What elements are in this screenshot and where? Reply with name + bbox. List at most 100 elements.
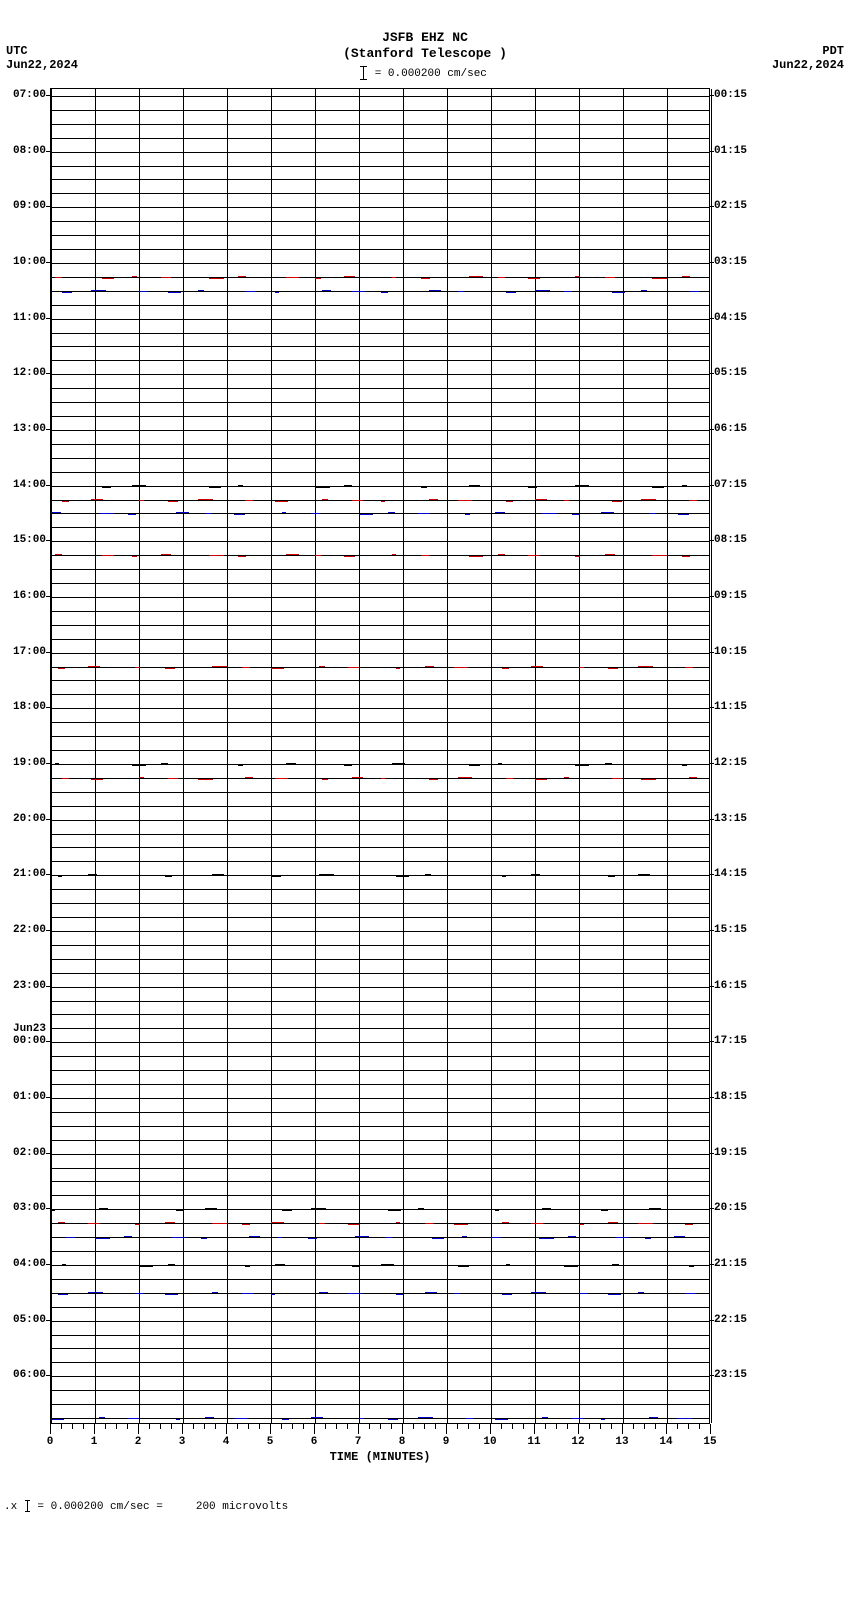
seismic-signal [682, 765, 687, 766]
trace-baseline [51, 472, 709, 473]
seismic-signal [275, 292, 279, 293]
x-tick-label: 15 [703, 1436, 716, 1448]
trace-baseline [51, 778, 709, 779]
left-hour-tick [46, 1097, 50, 1098]
left-timezone-label: UTC [6, 44, 28, 58]
x-tick-minor [259, 1424, 260, 1429]
right-hour-label: 18:15 [714, 1091, 774, 1103]
seismic-signal [165, 876, 172, 877]
trace-baseline [51, 1265, 709, 1266]
station-title: JSFB EHZ NC [0, 30, 850, 45]
trace-baseline [51, 806, 709, 807]
seismic-signal [612, 501, 622, 502]
seismic-signal [201, 1238, 207, 1239]
x-tick-label: 9 [443, 1436, 450, 1448]
right-hour-label: 22:15 [714, 1314, 774, 1326]
trace-baseline [51, 708, 709, 709]
left-hour-tick [46, 819, 50, 820]
trace-baseline [51, 152, 709, 153]
x-tick-minor [556, 1424, 557, 1429]
trace-baseline [51, 555, 709, 556]
x-tick-major [622, 1424, 623, 1434]
seismic-signal [282, 1210, 292, 1211]
seismic-signal [176, 1419, 180, 1420]
trace-baseline [51, 736, 709, 737]
right-hour-label: 04:15 [714, 312, 774, 324]
right-hour-label: 12:15 [714, 757, 774, 769]
trace-baseline [51, 583, 709, 584]
seismic-signal [198, 779, 213, 780]
trace-baseline [51, 1154, 709, 1155]
seismic-signal [165, 1294, 178, 1295]
right-hour-label: 15:15 [714, 924, 774, 936]
x-tick-minor [116, 1424, 117, 1429]
left-hour-label: 04:00 [2, 1258, 46, 1270]
left-hour-label: 05:00 [2, 1314, 46, 1326]
seismic-signal [645, 1238, 651, 1239]
trace-baseline [51, 903, 709, 904]
trace-baseline [51, 680, 709, 681]
left-hour-label: 12:00 [2, 367, 46, 379]
x-tick-minor [611, 1424, 612, 1429]
seismic-signal [168, 501, 178, 502]
x-tick-minor [391, 1424, 392, 1429]
trace-baseline [51, 388, 709, 389]
seismic-signal [128, 514, 136, 515]
left-hour-tick [46, 485, 50, 486]
trace-baseline [51, 444, 709, 445]
trace-baseline [51, 931, 709, 932]
right-hour-label: 07:15 [714, 479, 774, 491]
seismic-signal [58, 668, 65, 669]
station-subtitle: (Stanford Telescope ) [0, 46, 850, 61]
seismic-signal [58, 1294, 68, 1295]
seismic-signal [209, 487, 221, 488]
trace-baseline [51, 1070, 709, 1071]
seismic-signal [652, 278, 667, 279]
x-tick-minor [160, 1424, 161, 1429]
seismic-signal [575, 765, 589, 766]
left-hour-tick [46, 318, 50, 319]
trace-baseline [51, 1418, 709, 1419]
right-hour-label: 08:15 [714, 534, 774, 546]
trace-baseline [51, 987, 709, 988]
left-hour-label: 17:00 [2, 646, 46, 658]
x-tick-major [666, 1424, 667, 1434]
right-hour-label: 17:15 [714, 1035, 774, 1047]
trace-baseline [51, 207, 709, 208]
scale-indicator: = 0.000200 cm/sec [0, 66, 850, 80]
x-tick-major [138, 1424, 139, 1434]
trace-baseline [51, 277, 709, 278]
trace-baseline [51, 569, 709, 570]
trace-baseline [51, 625, 709, 626]
seismic-signal [421, 278, 430, 279]
seismic-signal [62, 501, 69, 502]
x-tick-major [578, 1424, 579, 1434]
x-tick-major [182, 1424, 183, 1434]
right-date-label: Jun22,2024 [772, 58, 844, 72]
x-tick-minor [336, 1424, 337, 1429]
left-hour-label: 21:00 [2, 868, 46, 880]
x-tick-minor [105, 1424, 106, 1429]
x-tick-minor [149, 1424, 150, 1429]
trace-baseline [51, 667, 709, 668]
left-hour-tick [46, 1153, 50, 1154]
seismic-signal [234, 514, 245, 515]
x-tick-minor [655, 1424, 656, 1429]
seismic-signal [469, 765, 480, 766]
seismic-signal [641, 779, 656, 780]
trace-baseline [51, 96, 709, 97]
x-tick-major [226, 1424, 227, 1434]
trace-baseline [51, 193, 709, 194]
x-tick-minor [204, 1424, 205, 1429]
right-hour-label: 02:15 [714, 200, 774, 212]
x-tick-major [314, 1424, 315, 1434]
trace-baseline [51, 750, 709, 751]
seismic-signal [91, 779, 103, 780]
trace-baseline [51, 694, 709, 695]
trace-baseline [51, 1362, 709, 1363]
right-hour-label: 16:15 [714, 980, 774, 992]
trace-baseline [51, 1168, 709, 1169]
x-tick-label: 11 [527, 1436, 540, 1448]
x-tick-minor [457, 1424, 458, 1429]
x-tick-minor [215, 1424, 216, 1429]
